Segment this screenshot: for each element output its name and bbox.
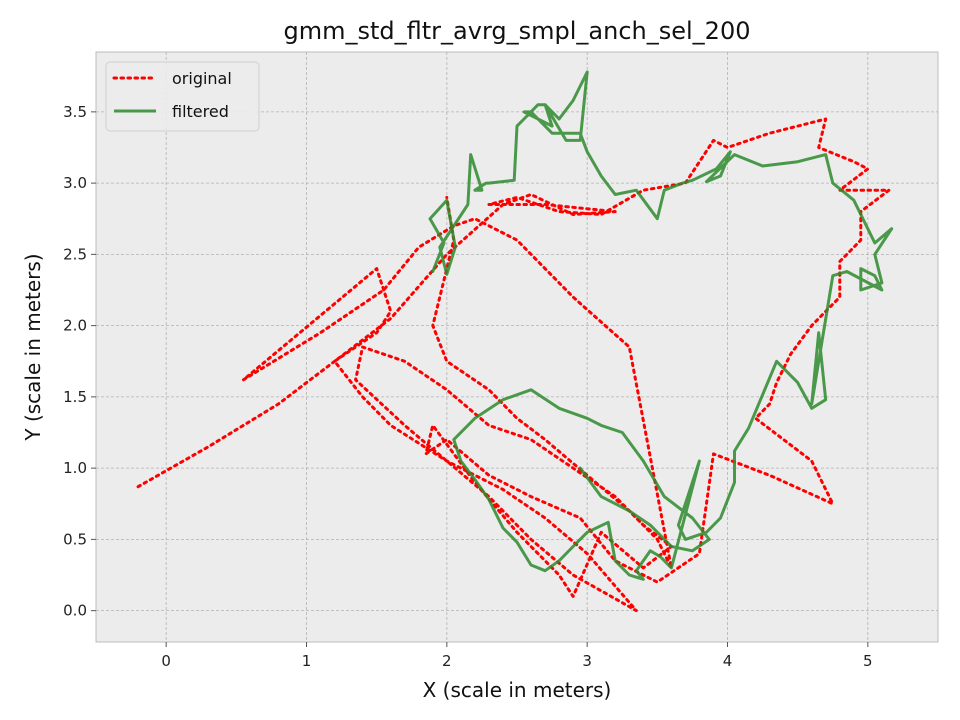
y-tick-label: 2.5 [63,245,87,263]
y-tick-label: 1.5 [63,388,87,406]
x-tick-label: 5 [863,652,873,670]
x-tick-label: 0 [161,652,171,670]
y-tick-label: 0.0 [63,602,87,620]
x-tick-label: 1 [302,652,312,670]
series-layer [136,70,894,613]
x-tick-label: 3 [582,652,592,670]
y-axis-label: Y (scale in meters) [21,253,45,441]
y-tick-label: 0.5 [63,530,87,548]
x-tick-label: 4 [723,652,733,670]
series-line-filtered [428,70,894,581]
y-tick-label: 3.0 [63,174,87,192]
y-tick-label: 1.0 [63,459,87,477]
ticks: 0 1 2 3 4 5 0.0 0.5 1.0 1.5 2.0 2.5 3.0 3.5 [63,103,872,670]
x-axis-label: X (scale in meters) [423,678,612,702]
legend-label-filtered: filtered [172,102,229,121]
series-line-original [136,117,891,613]
grid [96,52,938,642]
legend-label-original: original [172,69,232,88]
x-tick-label: 2 [442,652,452,670]
y-tick-label: 3.5 [63,103,87,121]
chart-title: gmm_std_fltr_avrg_smpl_anch_sel_200 [284,17,751,45]
legend: original filtered [105,61,260,132]
y-tick-label: 2.0 [63,317,87,335]
